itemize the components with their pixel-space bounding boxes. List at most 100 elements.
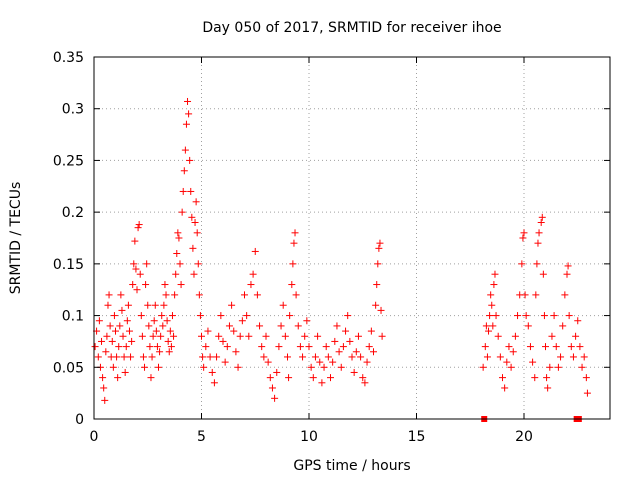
data-point bbox=[262, 332, 270, 340]
data-point bbox=[210, 379, 218, 387]
data-point bbox=[157, 332, 165, 340]
data-point bbox=[518, 260, 526, 268]
data-point bbox=[187, 187, 195, 195]
data-point bbox=[333, 322, 341, 330]
data-point bbox=[189, 244, 197, 252]
data-point bbox=[173, 250, 181, 258]
data-point bbox=[482, 322, 490, 330]
data-point bbox=[245, 332, 253, 340]
y-tick-label: 0.35 bbox=[53, 50, 84, 66]
data-point bbox=[131, 237, 139, 245]
data-point bbox=[232, 348, 240, 356]
data-point bbox=[503, 358, 511, 366]
data-point bbox=[149, 332, 157, 340]
data-point bbox=[486, 312, 494, 320]
data-point bbox=[138, 332, 146, 340]
data-point bbox=[253, 291, 261, 299]
data-point bbox=[204, 327, 212, 335]
data-point bbox=[370, 348, 377, 356]
data-point bbox=[514, 312, 522, 320]
x-tick-label: 0 bbox=[90, 429, 99, 445]
data-point bbox=[153, 343, 161, 351]
data-point bbox=[178, 208, 186, 216]
data-point bbox=[288, 281, 296, 289]
x-tick-label: 10 bbox=[300, 429, 318, 445]
data-point bbox=[337, 363, 345, 371]
data-point bbox=[311, 353, 319, 361]
data-point bbox=[160, 301, 168, 309]
data-point bbox=[94, 353, 102, 361]
data-point bbox=[303, 317, 311, 325]
data-point bbox=[544, 384, 552, 392]
data-point bbox=[119, 332, 127, 340]
data-point bbox=[165, 348, 173, 356]
y-axis-label: SRMTID / TECUs bbox=[8, 182, 24, 295]
data-point bbox=[135, 221, 143, 229]
data-point bbox=[531, 374, 539, 382]
data-point bbox=[185, 110, 193, 118]
data-point bbox=[273, 368, 281, 376]
data-point bbox=[264, 358, 272, 366]
data-point bbox=[258, 343, 266, 351]
data-point bbox=[378, 332, 386, 340]
data-point bbox=[182, 120, 190, 128]
data-point bbox=[251, 247, 259, 255]
data-point bbox=[152, 327, 160, 335]
data-point bbox=[99, 374, 107, 382]
data-point bbox=[479, 363, 487, 371]
data-point bbox=[180, 167, 188, 175]
y-tick-label: 0.25 bbox=[53, 153, 84, 169]
data-point bbox=[377, 306, 385, 314]
data-point bbox=[208, 368, 216, 376]
data-point bbox=[286, 312, 294, 320]
data-point bbox=[247, 281, 255, 289]
data-point bbox=[174, 229, 182, 237]
data-point bbox=[241, 291, 248, 299]
data-point bbox=[505, 343, 513, 351]
data-point bbox=[359, 374, 367, 382]
data-point bbox=[202, 343, 210, 351]
data-point bbox=[236, 332, 244, 340]
data-point bbox=[156, 348, 164, 356]
data-point bbox=[115, 343, 123, 351]
data-point bbox=[199, 353, 207, 361]
data-point bbox=[141, 363, 149, 371]
data-point bbox=[196, 312, 204, 320]
data-point bbox=[148, 353, 156, 361]
data-point bbox=[230, 327, 238, 335]
data-point bbox=[289, 260, 297, 268]
data-point bbox=[176, 260, 184, 268]
y-tick-label: 0.05 bbox=[53, 360, 84, 376]
data-point bbox=[110, 312, 118, 320]
data-point bbox=[215, 332, 223, 340]
data-point bbox=[223, 343, 231, 351]
data-point bbox=[494, 332, 502, 340]
axis-ticks: 0 0.05 0.1 0.15 0.2 0.25 0.3 0.35 0 5 10 15 20 bbox=[53, 50, 610, 445]
data-point bbox=[101, 396, 109, 404]
data-point bbox=[129, 281, 137, 289]
data-point bbox=[352, 348, 360, 356]
data-point bbox=[561, 291, 569, 299]
data-point bbox=[166, 327, 174, 335]
data-point bbox=[299, 353, 307, 361]
data-point bbox=[188, 213, 196, 221]
data-point bbox=[578, 363, 586, 371]
y-tick-label: 0.3 bbox=[62, 102, 84, 118]
data-point bbox=[98, 337, 106, 345]
data-point bbox=[151, 301, 159, 309]
data-point bbox=[572, 332, 580, 340]
data-point bbox=[350, 368, 358, 376]
data-point bbox=[501, 384, 509, 392]
data-point bbox=[123, 317, 131, 325]
data-point bbox=[191, 218, 199, 226]
data-point bbox=[117, 291, 125, 299]
y-tick-label: 0.15 bbox=[53, 257, 84, 273]
data-point bbox=[331, 337, 339, 345]
data-point bbox=[521, 291, 529, 299]
data-point bbox=[365, 343, 373, 351]
data-point bbox=[322, 343, 330, 351]
data-point bbox=[147, 374, 155, 382]
data-point bbox=[116, 322, 124, 330]
data-point bbox=[190, 270, 198, 278]
